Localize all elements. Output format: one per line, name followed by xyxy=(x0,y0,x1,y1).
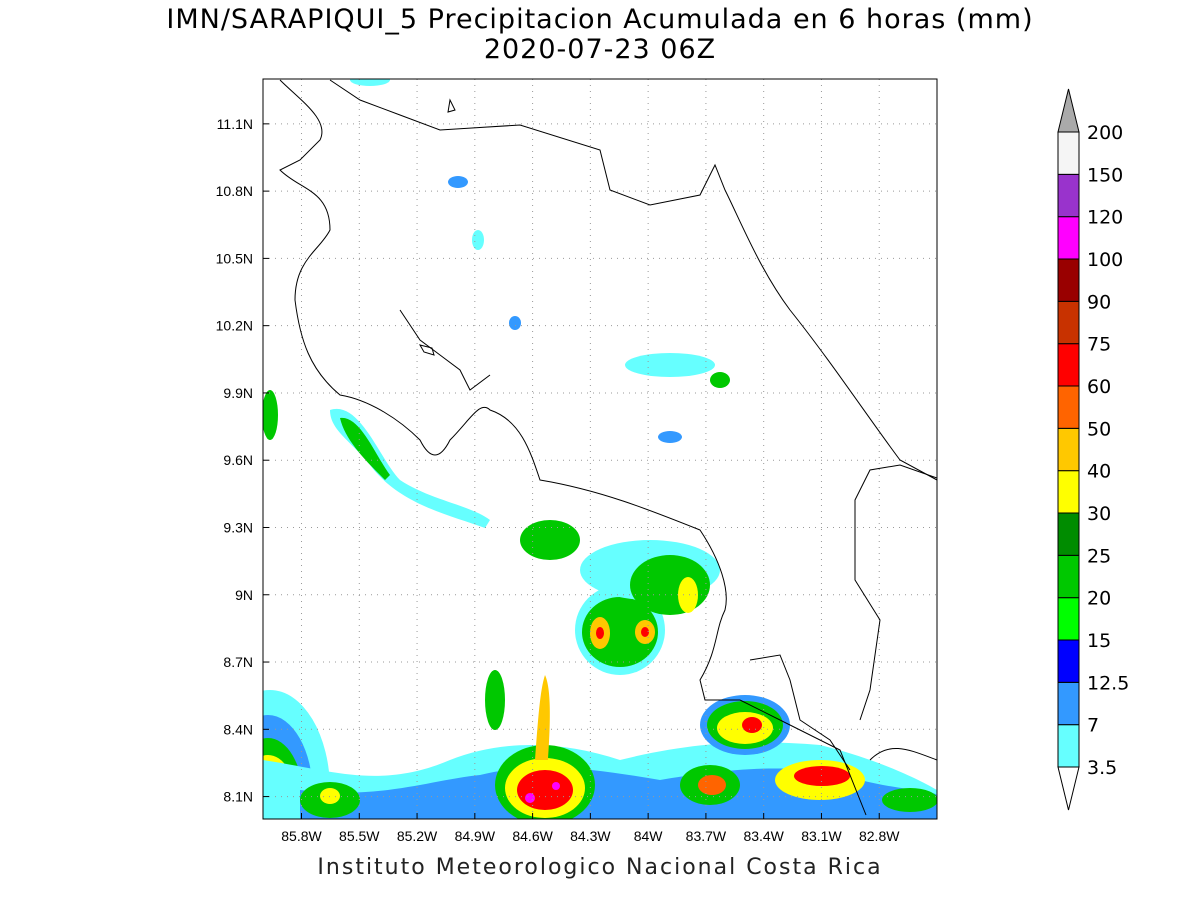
colorbar-label: 15 xyxy=(1087,630,1111,652)
colorbar-swatch xyxy=(1057,300,1080,345)
map-grid xyxy=(263,79,937,819)
lon-tick-label: 85.8W xyxy=(281,828,322,844)
colorbar-label: 40 xyxy=(1087,461,1111,483)
colorbar-label: 120 xyxy=(1087,207,1123,229)
colorbar-swatch xyxy=(1057,470,1080,514)
map-frame xyxy=(262,78,938,820)
colorbar-swatch xyxy=(1057,131,1080,175)
colorbar-swatch xyxy=(1057,724,1080,768)
colorbar-label: 50 xyxy=(1087,418,1111,440)
lon-tick-label: 84W xyxy=(634,828,664,844)
lon-tick-label: 82.8W xyxy=(859,828,900,844)
colorbar-swatch xyxy=(1057,427,1080,472)
colorbar-label: 25 xyxy=(1087,545,1111,567)
colorbar-swatch xyxy=(1057,597,1080,641)
lat-tick-label: 10.2N xyxy=(216,318,253,334)
colorbar-swatch xyxy=(1057,554,1080,599)
lat-tick-label: 9.3N xyxy=(223,519,253,535)
footer-credit: Instituto Meteorologico Nacional Costa R… xyxy=(317,855,883,880)
colorbar-label: 100 xyxy=(1087,249,1123,271)
lon-tick-label: 85.5W xyxy=(339,828,380,844)
colorbar-label: 3.5 xyxy=(1087,757,1117,779)
colorbar: 3.5 7 12.5 15 20 25 30 40 50 60 75 90 100 120 150 200 xyxy=(1057,88,1129,811)
lon-tick-label: 84.3W xyxy=(570,828,611,844)
colorbar-under-arrow xyxy=(1057,766,1080,811)
colorbar-over-arrow xyxy=(1057,88,1080,133)
colorbar-label: 7 xyxy=(1087,715,1099,737)
colorbar-label: 12.5 xyxy=(1087,672,1129,694)
colorbar-swatch xyxy=(1057,385,1080,429)
colorbar-label: 150 xyxy=(1087,164,1123,186)
lat-tick-label: 11.1N xyxy=(217,116,253,132)
colorbar-label: 20 xyxy=(1087,588,1111,610)
lat-tick-label: 10.8N xyxy=(216,183,253,199)
map-title: IMN/SARAPIQUI_5 Precipitacion Acumulada … xyxy=(166,4,1034,35)
colorbar-label: 30 xyxy=(1087,503,1111,525)
colorbar-label: 60 xyxy=(1087,376,1111,398)
map-subtitle: 2020-07-23 06Z xyxy=(483,34,717,65)
lat-tick-label: 8.4N xyxy=(223,721,253,737)
coastline xyxy=(279,79,937,816)
lon-tick-label: 84.9W xyxy=(455,828,496,844)
lat-tick-label: 8.1N xyxy=(223,789,253,805)
lon-tick-label: 84.6W xyxy=(512,828,553,844)
precipitation-field xyxy=(263,79,937,819)
colorbar-label: 90 xyxy=(1087,291,1111,313)
colorbar-label: 75 xyxy=(1087,334,1111,356)
colorbar-swatch xyxy=(1057,639,1080,683)
lat-tick-label: 10.5N xyxy=(216,250,253,266)
lon-tick-label: 85.2W xyxy=(397,828,438,844)
lat-tick-label: 9N xyxy=(235,587,253,603)
lon-tick-label: 83.1W xyxy=(801,828,842,844)
colorbar-swatch xyxy=(1057,343,1080,387)
colorbar-label: 200 xyxy=(1087,122,1123,144)
axis-ticks: 85.8W 85.5W 85.2W 84.9W 84.6W 84.3W 84W 83.7W 83… xyxy=(216,116,901,844)
lat-tick-label: 9.9N xyxy=(223,385,253,401)
colorbar-swatch xyxy=(1057,681,1080,726)
lon-tick-label: 83.4W xyxy=(743,828,784,844)
lat-tick-label: 8.7N xyxy=(223,654,253,670)
colorbar-swatch xyxy=(1057,512,1080,556)
lat-tick-label: 9.6N xyxy=(223,452,253,468)
colorbar-swatch xyxy=(1057,258,1080,302)
colorbar-swatch xyxy=(1057,173,1080,218)
lon-tick-label: 83.7W xyxy=(686,828,727,844)
colorbar-swatch xyxy=(1057,216,1080,260)
